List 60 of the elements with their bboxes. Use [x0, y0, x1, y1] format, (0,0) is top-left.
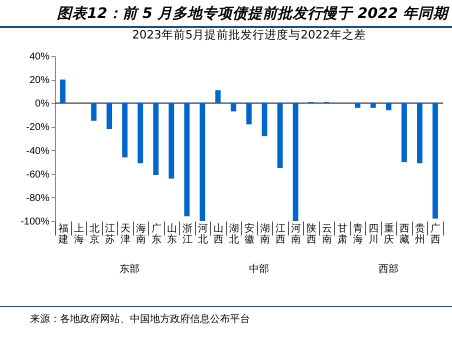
x-tick-label: 北京 [89, 222, 100, 246]
x-tick-label: 甘肃 [338, 222, 348, 246]
bar [417, 103, 422, 164]
x-tick-label: 贵州 [415, 222, 426, 246]
x-tick-label: 湖南 [260, 222, 270, 246]
x-tick-label: 云南 [322, 224, 332, 246]
bar [401, 103, 407, 162]
x-tick-label: 河南 [291, 222, 302, 246]
bar [60, 80, 66, 104]
x-tick-label: 广东 [151, 222, 162, 246]
x-tick-label: 浙江 [182, 222, 192, 246]
bar [230, 103, 236, 112]
x-tick-label: 福建 [57, 222, 68, 246]
x-tick-label: 山东 [166, 222, 177, 246]
bar [432, 103, 438, 219]
bar [386, 103, 392, 110]
bar [138, 103, 144, 164]
bar [122, 103, 128, 158]
x-tick-label: 西藏 [400, 224, 410, 246]
bar [292, 103, 298, 221]
x-tick-label: 陕西 [306, 222, 317, 246]
x-tick-label: 安徽 [244, 222, 254, 246]
y-tick-label: -100% [20, 216, 50, 228]
x-tick-label: 江西 [276, 222, 286, 246]
bar [354, 103, 360, 108]
y-tick-label: -20% [26, 122, 50, 134]
x-tick-label: 上海 [74, 222, 84, 246]
text: 西部 [377, 262, 400, 276]
y-tick-label: 20% [29, 75, 50, 86]
chart-title: 图表12：前 5 月多地专项债提前批发行慢于 2022 年同期 [0, 0, 452, 28]
bar [91, 103, 97, 121]
text: 中部 [248, 262, 270, 276]
x-tick-label: 四川 [368, 224, 379, 246]
y-tick-label: -40% [26, 146, 50, 157]
source-note: 来源：各地政府网站、中国地方政府信息公布平台 [0, 306, 452, 326]
bar [106, 103, 112, 130]
x-tick-label: 江苏 [104, 222, 115, 246]
x-tick-label: 河北 [198, 222, 208, 246]
y-tick-label: 0% [35, 98, 50, 110]
y-tick-label: -80% [26, 192, 50, 204]
bar [370, 103, 376, 108]
x-tick-label: 广西 [430, 222, 441, 246]
bar [246, 103, 252, 124]
y-tick-label: -60% [26, 169, 50, 180]
x-tick-label: 重庆 [384, 222, 394, 246]
bar [215, 90, 221, 104]
bar [200, 103, 206, 221]
bar [262, 103, 268, 136]
x-tick-label: 天津 [120, 224, 130, 246]
bar [277, 103, 283, 168]
bar [153, 103, 159, 176]
bar [168, 103, 174, 179]
text: 东部 [118, 262, 141, 276]
chart-subtitle: 2023年前5月提前批发行进度与2022年之差 [132, 28, 366, 42]
x-tick-label: 青海 [353, 222, 364, 246]
x-tick-label: 山西 [213, 222, 224, 246]
x-tick-label: 海南 [136, 222, 146, 246]
y-tick-label: 40% [29, 52, 50, 62]
bar [184, 103, 190, 216]
x-tick-label: 湖北 [228, 222, 239, 246]
